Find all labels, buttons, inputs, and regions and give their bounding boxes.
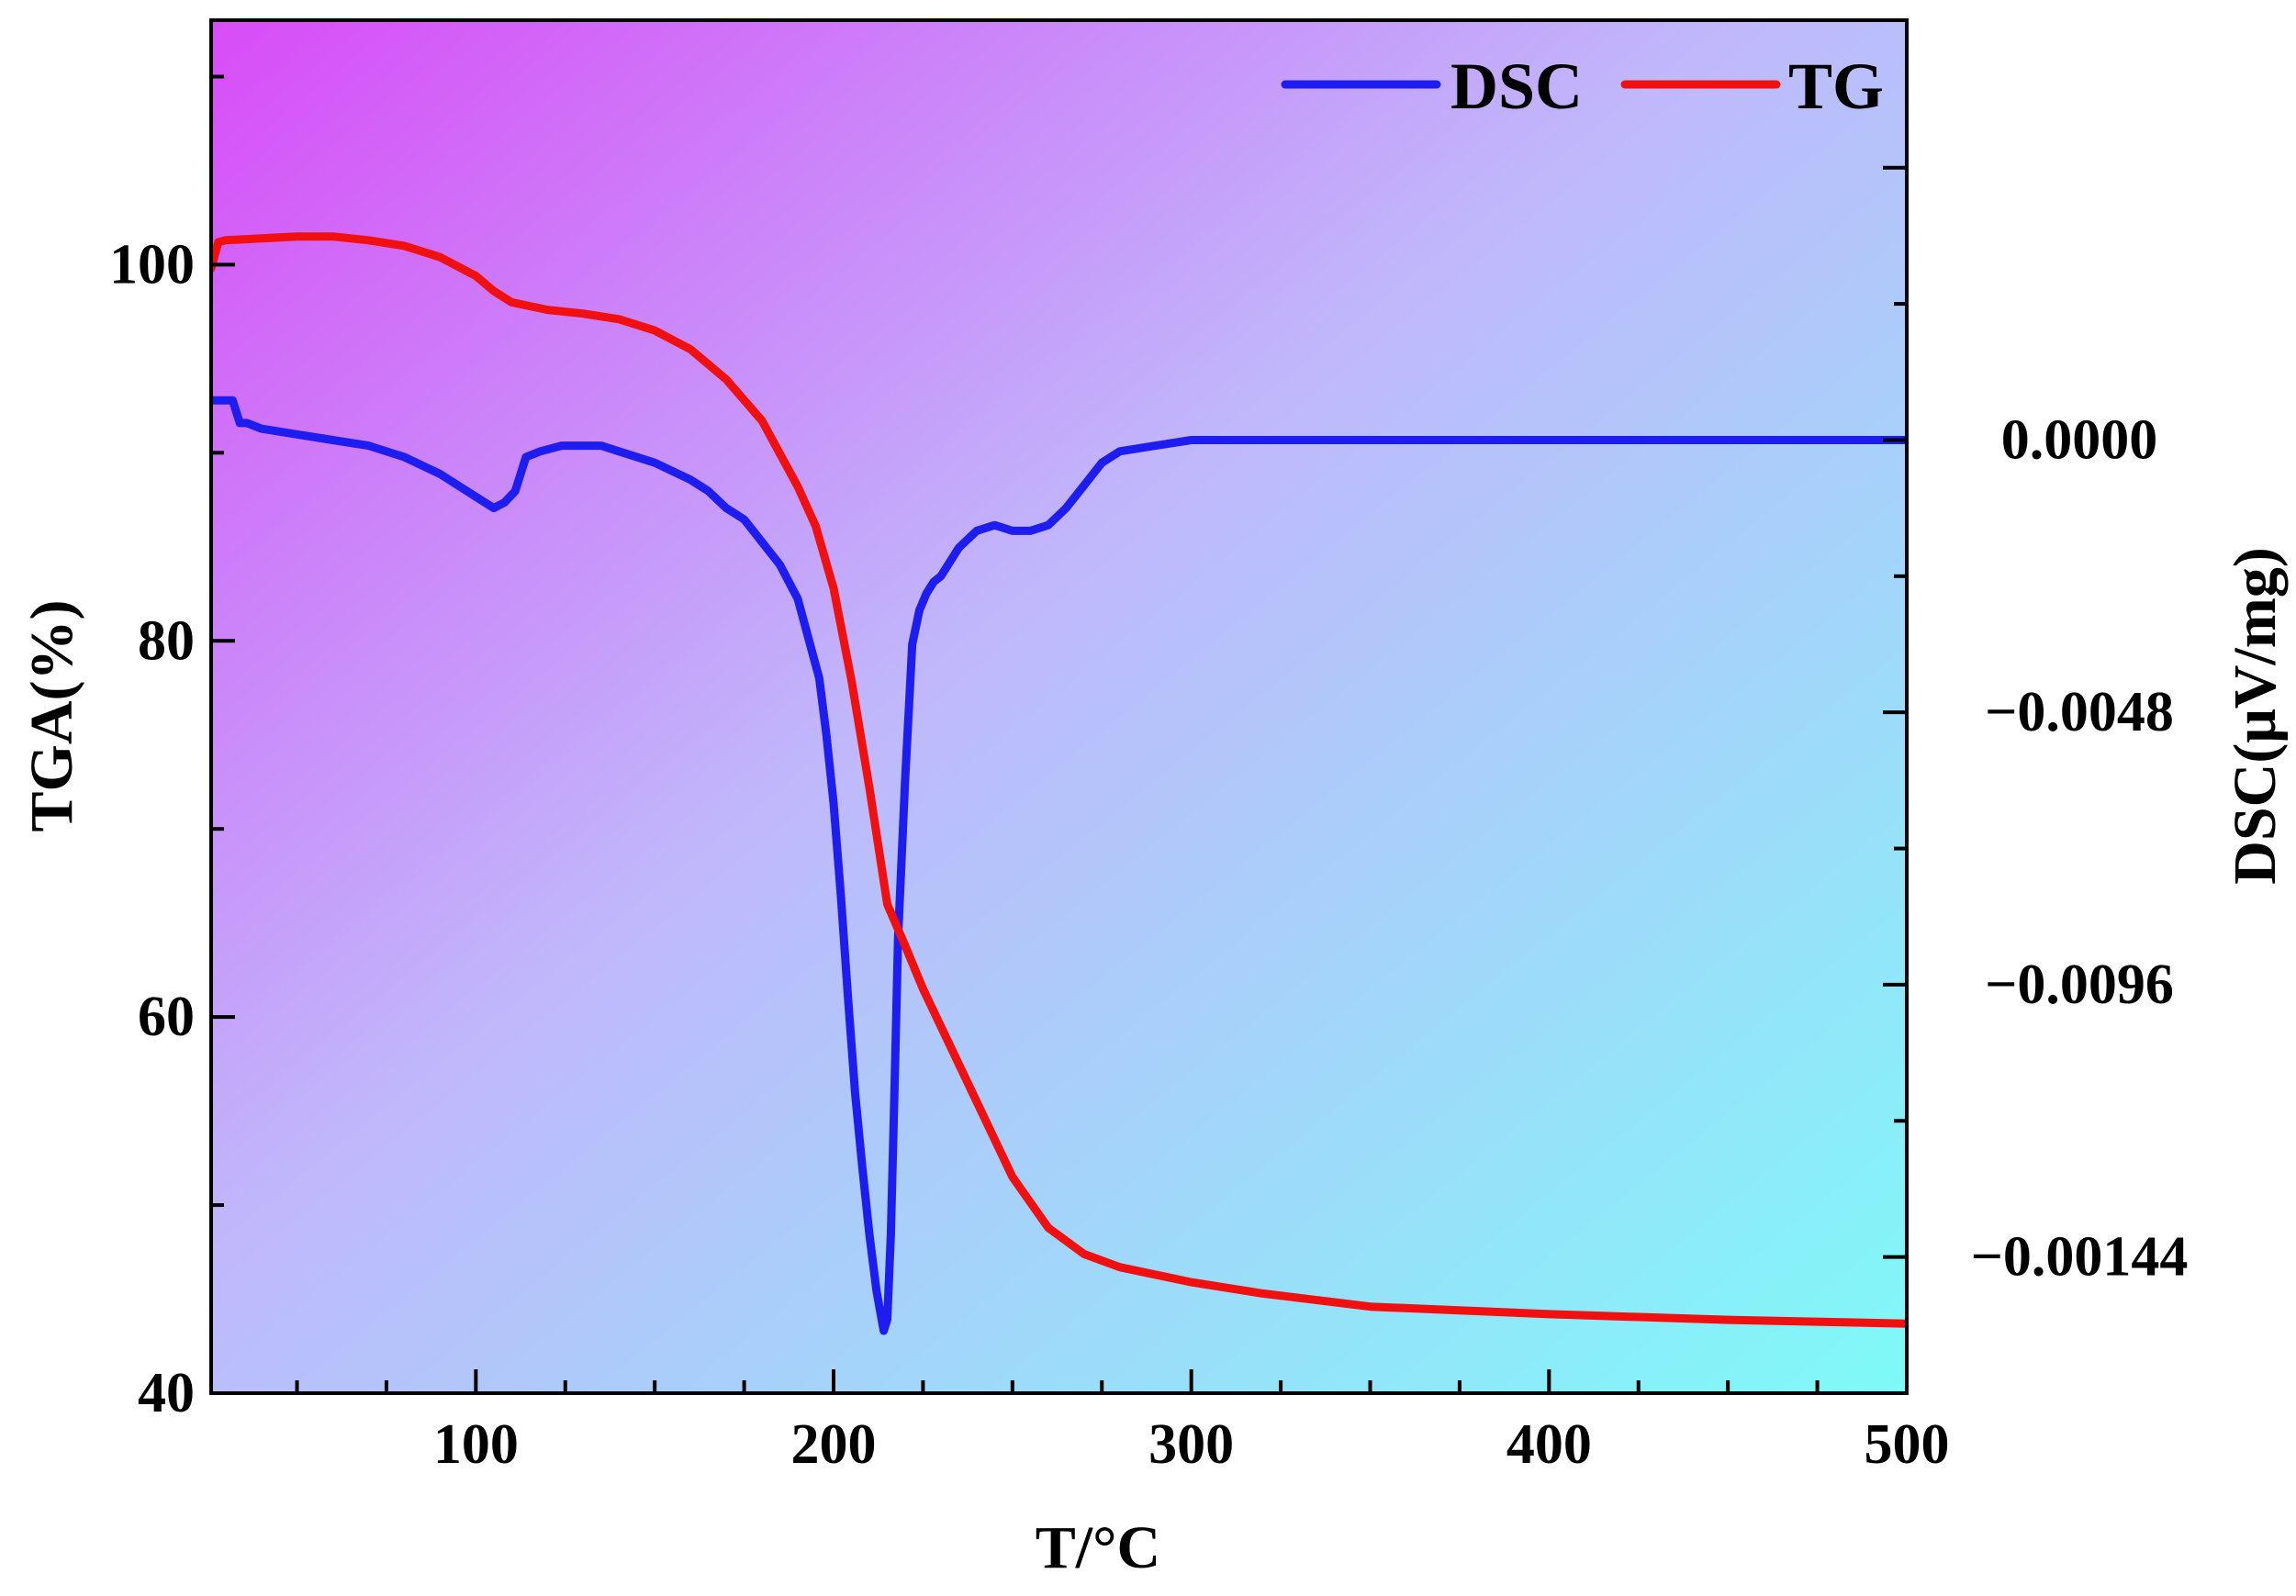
y-right-tick-label: −0.00144 xyxy=(1971,1226,2189,1289)
y-left-tick-label: 40 xyxy=(138,1362,195,1424)
series-layer xyxy=(211,232,1907,1335)
x-tick-label: 400 xyxy=(1506,1413,1592,1476)
x-axis-title: T/°C xyxy=(1036,1514,1160,1581)
y-left-axis-ticks: 40 60 80 100 xyxy=(109,74,235,1424)
y-right-tick-label: −0.0096 xyxy=(1985,954,2174,1016)
plot-frame xyxy=(209,18,1909,1395)
x-tick-label: 500 xyxy=(1865,1413,1950,1476)
tg-series-line xyxy=(211,232,1907,1328)
y-left-axis-title: TGA(%) xyxy=(18,600,85,832)
legend: DSC TG xyxy=(1281,50,1884,123)
x-tick-label: 100 xyxy=(433,1413,519,1476)
x-axis-ticks: 100 200 300 400 500 xyxy=(295,1369,1950,1476)
x-tick-label: 200 xyxy=(791,1413,877,1476)
y-right-axis-title: DSC(μV/mg) xyxy=(2222,547,2289,884)
plot-background xyxy=(211,20,1907,1393)
y-right-tick-label: −0.0048 xyxy=(1985,681,2174,743)
y-left-tick-label: 100 xyxy=(109,233,195,296)
y-left-tick-label: 80 xyxy=(138,609,195,672)
y-right-tick-label: 0.0000 xyxy=(2001,408,2158,471)
y-left-tick-label: 60 xyxy=(138,986,195,1048)
dsc-series-line xyxy=(211,396,1907,1335)
y-right-axis-ticks: 0.0000 −0.0048 −0.0096 −0.00144 xyxy=(1883,165,2189,1289)
legend-dsc-label: DSC xyxy=(1450,50,1583,123)
legend-tg-label: TG xyxy=(1788,50,1884,123)
x-tick-label: 300 xyxy=(1148,1413,1234,1476)
